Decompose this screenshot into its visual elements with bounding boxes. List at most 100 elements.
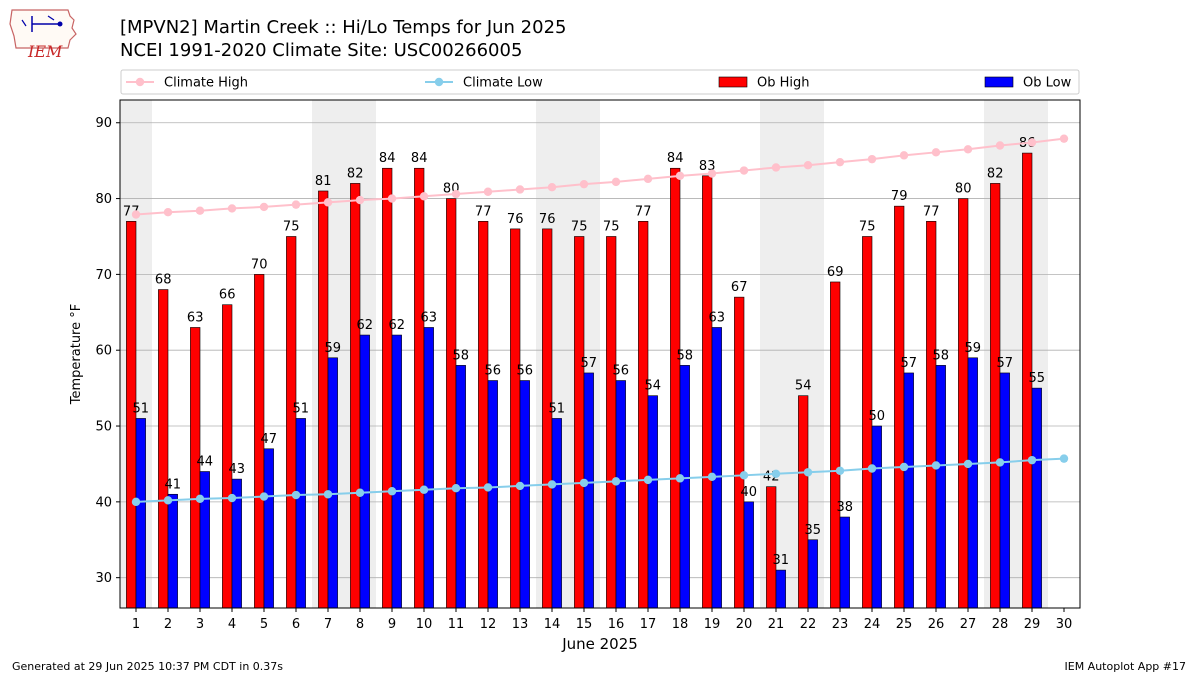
ob-high-label: 70 [251,257,268,272]
ob-low-bar [903,372,914,609]
climate-low-point [515,481,525,491]
x-tick-label: 4 [228,617,236,632]
footer-app: IEM Autoplot App #17 [1064,660,1187,673]
ob-high-label: 82 [987,166,1004,181]
x-tick-label: 16 [608,617,625,632]
climate-low-point [579,478,589,488]
ob-high-bar [158,289,169,609]
ob-low-label: 55 [1029,371,1046,386]
x-tick-label: 14 [544,617,561,632]
climate-high-point [995,141,1005,150]
ob-high-label: 84 [379,151,396,166]
climate-high-line [135,137,1065,216]
ob-low-bar [775,569,786,609]
x-tick-label: 24 [864,617,881,632]
climate-low-point [131,497,141,507]
legend-ob-high-label: Ob High [757,76,810,91]
ob-high-bar [318,190,329,609]
ob-low-label: 54 [645,379,662,394]
y-tick-label: 80 [95,192,112,207]
climate-high-point [547,182,557,192]
x-tick-label: 23 [832,617,849,632]
climate-high-point [707,169,717,178]
climate-high-point [323,198,333,207]
climate-high-point [515,185,525,194]
climate-low-point [931,461,941,470]
climate-high-point [131,210,141,219]
ob-high-label: 75 [859,219,876,234]
x-tick-label: 15 [576,617,593,632]
ob-low-label: 59 [325,341,342,356]
ob-low-bar [743,501,754,609]
climate-low-point [355,488,365,497]
climate-low-point [867,464,877,473]
climate-low-point [387,487,397,496]
climate-high-point [291,200,301,209]
ob-low-label: 56 [485,364,502,379]
climate-high-point [835,157,845,167]
climate-low-point [707,472,717,482]
ob-high-bar [670,167,681,609]
climate-low-point [1059,454,1069,463]
climate-low-point [835,466,845,475]
climate-low-point [643,475,653,485]
x-tick-label: 7 [324,617,332,632]
ob-high-bar [222,304,233,609]
ob-low-bar [935,365,946,609]
y-tick-label: 60 [95,344,112,359]
climate-high-point [1027,138,1037,147]
ob-low-label: 63 [421,310,438,325]
ob-high-bar [574,236,585,609]
climate-low-point [675,474,685,483]
ob-high-bar [638,221,649,609]
ob-low-bar [135,418,146,609]
climate-low-point [419,485,429,494]
climate-low-point [995,458,1005,467]
ob-low-label: 59 [965,341,982,356]
ob-high-bar [542,228,553,609]
ob-low-bar [871,425,882,609]
ob-high-bar [990,183,1001,609]
climate-low-point [259,492,269,501]
x-tick-label: 11 [448,617,465,632]
legend-ob-low-swatch [984,76,1014,88]
ob-low-label: 57 [997,356,1014,371]
logo-text: IEM [28,42,63,61]
x-tick-label: 6 [292,617,300,632]
ob-low-label: 57 [901,356,918,371]
x-tick-label: 13 [512,617,529,632]
y-axis-label: Temperature °F [69,304,84,405]
climate-high-point [739,166,749,175]
ob-low-label: 38 [837,500,854,515]
chart-title: [MPVN2] Martin Creek :: Hi/Lo Temps for … [120,17,567,38]
x-tick-label: 12 [480,617,497,632]
ob-high-label: 75 [571,219,588,234]
climate-high-point [899,151,909,160]
ob-high-bar [830,281,841,609]
x-tick-label: 28 [992,617,1009,632]
x-tick-label: 29 [1024,617,1041,632]
y-tick-label: 40 [95,495,112,510]
ob-low-bar [295,418,306,609]
legend-ob-high-swatch [718,76,748,88]
ob-low-bar [615,380,626,609]
ob-high-label: 66 [219,288,236,303]
ob-high-bar [734,296,745,609]
x-tick-label: 10 [416,617,433,632]
climate-high-point [387,194,397,203]
ob-high-label: 77 [923,204,940,219]
ob-high-label: 54 [795,379,812,394]
climate-high-point [675,171,685,181]
legend-climate-high-label: Climate High [164,76,248,91]
x-tick-label: 5 [260,617,268,632]
ob-high-bar [446,198,457,609]
climate-low-point [323,490,333,499]
legend-ob-low-label: Ob Low [1023,76,1072,91]
ob-high-bar [414,167,425,609]
iowa-map-icon [9,9,77,49]
ob-low-bar [391,334,402,609]
ob-low-bar [551,418,562,609]
ob-low-label: 40 [741,485,758,500]
footer-generated: Generated at 29 Jun 2025 10:37 PM CDT in… [12,660,284,673]
